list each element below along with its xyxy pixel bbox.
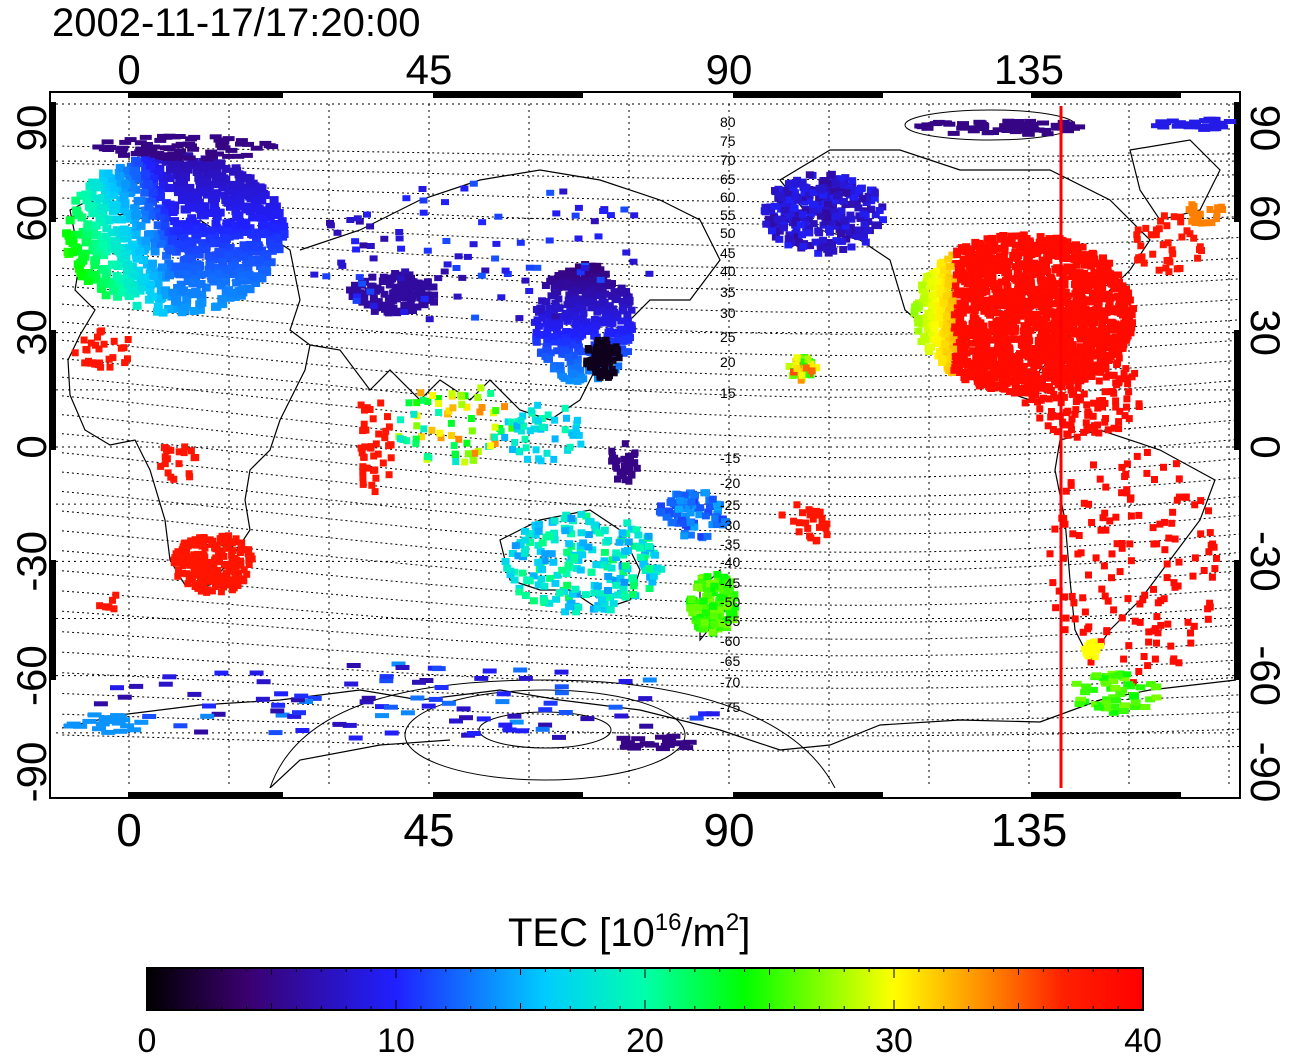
contour-label: 60 bbox=[720, 189, 736, 205]
contour-label: -60 bbox=[720, 633, 740, 649]
bottom-lon-tick-label: 45 bbox=[403, 804, 454, 856]
contour-label: -75 bbox=[720, 699, 740, 715]
contour-label: 40 bbox=[720, 263, 736, 279]
contour-label: -50 bbox=[720, 594, 740, 610]
right-lat-tick-label: -90 bbox=[1242, 742, 1289, 803]
contour-label: -15 bbox=[720, 450, 740, 466]
contour-label: -35 bbox=[720, 536, 740, 552]
bottom-lon-tick-label: 0 bbox=[116, 804, 142, 856]
contour-label: 15 bbox=[720, 385, 736, 401]
contour-label: 45 bbox=[720, 245, 736, 261]
left-lat-tick-label: -90 bbox=[8, 742, 55, 803]
contour-label: 25 bbox=[720, 329, 736, 345]
contour-label: -55 bbox=[720, 613, 740, 629]
top-longitude-axis: 04590135180-135-90-45 bbox=[117, 46, 1064, 93]
contour-label: 55 bbox=[720, 207, 736, 223]
contour-label: 20 bbox=[720, 354, 736, 370]
colorbar-tick-label: 20 bbox=[626, 1022, 664, 1057]
contour-label: -65 bbox=[720, 653, 740, 669]
left-lat-tick-label: -60 bbox=[8, 645, 55, 706]
bottom-longitude-axis: 04590135180-135-90-45 bbox=[116, 804, 1292, 856]
contour-label: 75 bbox=[720, 133, 736, 149]
top-lon-tick-label: 45 bbox=[406, 46, 453, 93]
frame-tick-bars bbox=[50, 92, 1240, 798]
colorbar-tick-label: 0 bbox=[138, 1022, 157, 1057]
left-lat-tick-label: 0 bbox=[8, 435, 55, 458]
contour-label: -70 bbox=[720, 674, 740, 690]
right-lat-tick-label: 0 bbox=[1242, 435, 1289, 458]
contour-label: 65 bbox=[720, 171, 736, 187]
contour-label: -30 bbox=[720, 517, 740, 533]
colorbar-title: TEC [1016/m2] bbox=[508, 909, 750, 955]
right-lat-tick-label: 90 bbox=[1242, 105, 1289, 152]
contour-label: -25 bbox=[720, 497, 740, 513]
bottom-lon-tick-label: 180 bbox=[1291, 804, 1292, 856]
top-lon-tick-label: 0 bbox=[117, 46, 140, 93]
contour-label: -40 bbox=[720, 554, 740, 570]
timestamp-title: 2002-11-17/17:20:00 bbox=[52, 1, 420, 45]
contour-label: -20 bbox=[720, 475, 740, 491]
contour-label: 35 bbox=[720, 284, 736, 300]
right-lat-tick-label: -60 bbox=[1242, 645, 1289, 706]
colorbar-tick-label: 10 bbox=[377, 1022, 415, 1057]
left-lat-tick-label: 30 bbox=[8, 309, 55, 356]
contour-labels: 80 75 70 65 60 55 50 45 40 35 30 25 20 15 -15 -20 -25 -30… bbox=[720, 114, 740, 715]
right-latitude-axis: 90 60 30 0 -30 -60 -90 bbox=[1242, 105, 1289, 803]
map-panel: 80 75 70 65 60 55 50 45 40 35 30 25 20 15 -15 -20 -25 -30… bbox=[49, 91, 1241, 799]
contour-label: 50 bbox=[720, 225, 736, 241]
tec-data-cells bbox=[62, 116, 1236, 752]
bottom-lon-tick-label: 135 bbox=[991, 804, 1068, 856]
left-lat-tick-label: 60 bbox=[8, 195, 55, 242]
colorbar: TEC [1016/m2] 0 10 20 30 40 bbox=[138, 909, 1162, 1057]
left-latitude-axis: 90 60 30 0 -30 -60 -90 bbox=[8, 105, 55, 803]
contour-label: 80 bbox=[720, 114, 736, 130]
colorbar-tick-labels: 0 10 20 30 40 bbox=[138, 1022, 1162, 1057]
top-lon-tick-label: 90 bbox=[706, 46, 753, 93]
left-lat-tick-label: 90 bbox=[8, 105, 55, 152]
colorbar-tick-label: 30 bbox=[875, 1022, 913, 1057]
right-lat-tick-label: 60 bbox=[1242, 195, 1289, 242]
contour-label: -45 bbox=[720, 575, 740, 591]
colorbar-tick-label: 40 bbox=[1124, 1022, 1162, 1057]
contour-label: 70 bbox=[720, 152, 736, 168]
colorbar-ticks bbox=[146, 968, 1144, 1010]
left-lat-tick-label: -30 bbox=[8, 531, 55, 592]
right-lat-tick-label: 30 bbox=[1242, 309, 1289, 356]
bottom-lon-tick-label: 90 bbox=[703, 804, 754, 856]
right-lat-tick-label: -30 bbox=[1242, 531, 1289, 592]
contour-label: 30 bbox=[720, 305, 736, 321]
top-lon-tick-label: 135 bbox=[994, 46, 1064, 93]
